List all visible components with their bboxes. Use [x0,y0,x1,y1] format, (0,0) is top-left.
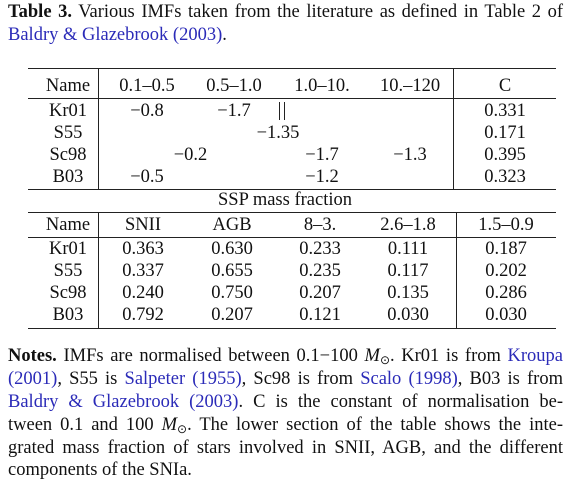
link[interactable]: Baldry & Glazebrook (2003) [8,392,239,412]
cell: 0.240 [122,283,164,303]
row-name: S55 [53,123,83,143]
text: components of the SNIa. [8,460,192,480]
cell: −0.5 [130,167,164,187]
rule [453,68,454,189]
cell: 0.286 [485,283,527,303]
text-line: Table 3. Various IMFs taken from the lit… [8,1,563,23]
cell: 0.187 [485,239,527,259]
text-line: grated mass fraction of stars involved i… [8,437,563,459]
text: Table 3. [8,2,72,22]
text-line: (2001), S55 is Salpeter (1955), Sc98 is … [8,368,563,390]
cell: 0.202 [485,261,527,281]
text: Notes. [8,346,57,366]
text: , S55 is [57,369,125,389]
text: IMFs are normalised between 0.1−100 [56,346,365,366]
text: . C is the constant of normalisation be- [238,392,563,412]
text: , B03 is from [457,369,563,389]
link[interactable]: Scalo (1998) [360,369,458,389]
cell: −1.7 [217,101,251,121]
link[interactable]: Baldry & Glazebrook (2003) [8,25,223,45]
column-header: Name [45,76,91,96]
rule [28,68,556,69]
column-header: 1.0–10. [294,76,350,96]
cell: 0.395 [484,145,526,165]
column-header: 0.5–1.0 [206,76,262,96]
rule [28,189,556,190]
cell: 0.630 [211,239,253,259]
column-header: Name [45,215,91,235]
cell: −1.7 [305,145,339,165]
row-name: S55 [53,261,83,281]
cell: −0.2 [173,145,208,165]
rule [98,212,99,328]
row-name: Kr01 [48,239,88,259]
text-line: components of the SNIa. [8,459,563,480]
cell: 0.111 [387,239,429,259]
cell: 0.792 [122,305,164,325]
cell: 0.750 [211,283,253,303]
row-name: B03 [52,167,84,187]
column-header: 8–3. [303,215,337,235]
text-line: Notes. IMFs are normalised between 0.1−1… [8,345,563,371]
cell: 0.030 [387,305,429,325]
text: Various IMFs taken from the literature a… [71,2,563,22]
cell: 0.117 [387,261,429,281]
cell: 0.171 [484,123,526,143]
column-header: 10.–120 [379,76,441,96]
cell: 0.121 [299,305,341,325]
cell: −1.35 [256,123,300,143]
rule [456,212,457,328]
cell: 0.233 [299,239,341,259]
cell: 0.207 [299,283,341,303]
text: M [161,415,178,435]
text: , Sc98 is from [241,369,361,389]
link[interactable]: Kroupa [507,346,564,366]
text: M [364,346,380,366]
subscript: ⊙ [379,353,390,367]
rule [28,98,556,99]
text: . The lower section of the table shows t… [187,415,563,435]
column-header: AGB [212,215,252,235]
rule [28,328,556,329]
cell: 0.135 [387,283,429,303]
column-header: C [498,76,512,96]
cell: −1.3 [393,145,427,165]
link[interactable]: (2001) [8,369,58,389]
section-title: SSP mass fraction [218,190,352,210]
text: . Kr01 is from [390,346,508,366]
cell: 0.235 [299,261,341,281]
cell: −0.8 [130,101,164,121]
cell: 0.655 [211,261,253,281]
text: grated mass fraction of stars involved i… [8,438,563,458]
artifact [279,102,280,120]
text-line: Baldry & Glazebrook (2003). [8,24,563,46]
text: tween 0.1 and 100 [8,415,162,435]
column-header: 2.6–1.8 [380,215,436,235]
cell: 0.323 [484,167,526,187]
row-name: Kr01 [48,101,88,121]
cell: 0.337 [122,261,164,281]
artifact [284,102,285,120]
link[interactable]: Salpeter (1955) [124,369,242,389]
subscript: ⊙ [177,422,188,436]
row-name: Sc98 [49,145,87,165]
text-line: Baldry & Glazebrook (2003). C is the con… [8,391,563,413]
column-header: 0.1–0.5 [119,76,175,96]
cell: −1.2 [305,167,339,187]
column-header: SNII [125,215,161,235]
column-header: 1.5–0.9 [478,215,534,235]
rule [28,237,556,238]
row-name: Sc98 [49,283,87,303]
row-name: B03 [52,305,84,325]
cell: 0.331 [484,101,526,121]
cell: 0.030 [485,305,527,325]
text: . [222,25,227,45]
rule [98,68,99,189]
cell: 0.363 [122,239,164,259]
text-line: tween 0.1 and 100 M⊙. The lower section … [8,414,563,440]
cell: 0.207 [211,305,253,325]
rule [28,212,556,213]
